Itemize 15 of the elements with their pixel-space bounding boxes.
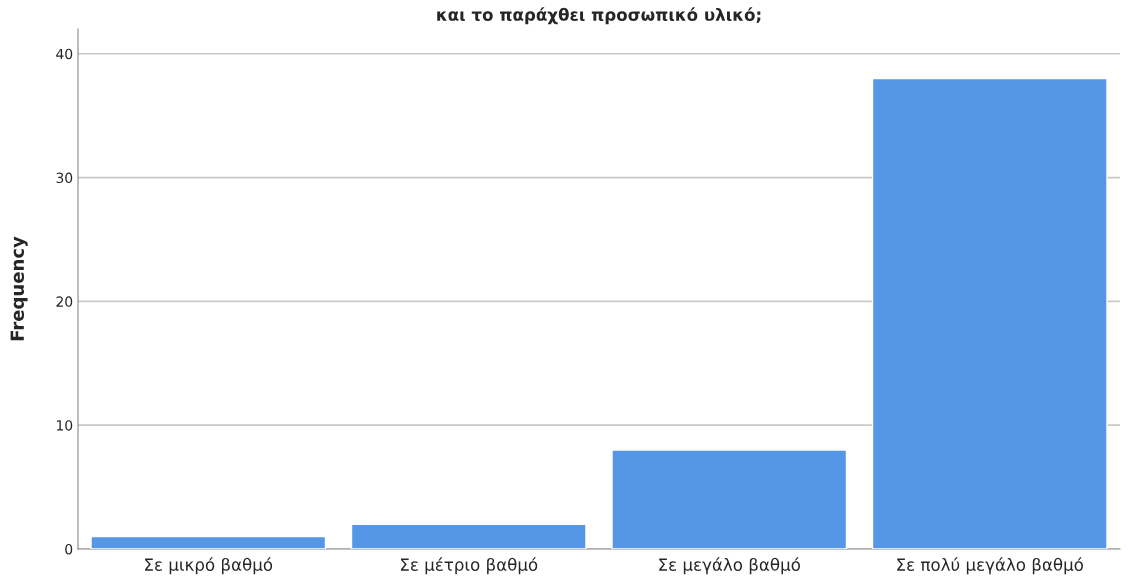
y-tick-label: 10 (56, 420, 73, 431)
y-tick-label: 40 (56, 48, 73, 60)
bar (350, 523, 587, 549)
bar (611, 449, 848, 549)
chart-title: και το παράχθει προσωπικό υλικό; (437, 7, 761, 25)
y-tick-label: 20 (56, 296, 73, 307)
x-tick-label: Σε μεγάλο βαθμό (659, 557, 800, 575)
bar (871, 77, 1108, 549)
y-tick-label: 30 (56, 172, 73, 184)
x-tick-label: Σε μέτριο βαθμό (400, 557, 538, 575)
y-axis-title: Frequency (10, 236, 28, 341)
y-tick-label: 0 (65, 543, 73, 555)
x-tick-label: Σε πολύ μεγάλο βαθμό (897, 557, 1083, 575)
x-tick-label: Σε μικρό βαθμό (145, 557, 273, 575)
bar (90, 535, 327, 549)
